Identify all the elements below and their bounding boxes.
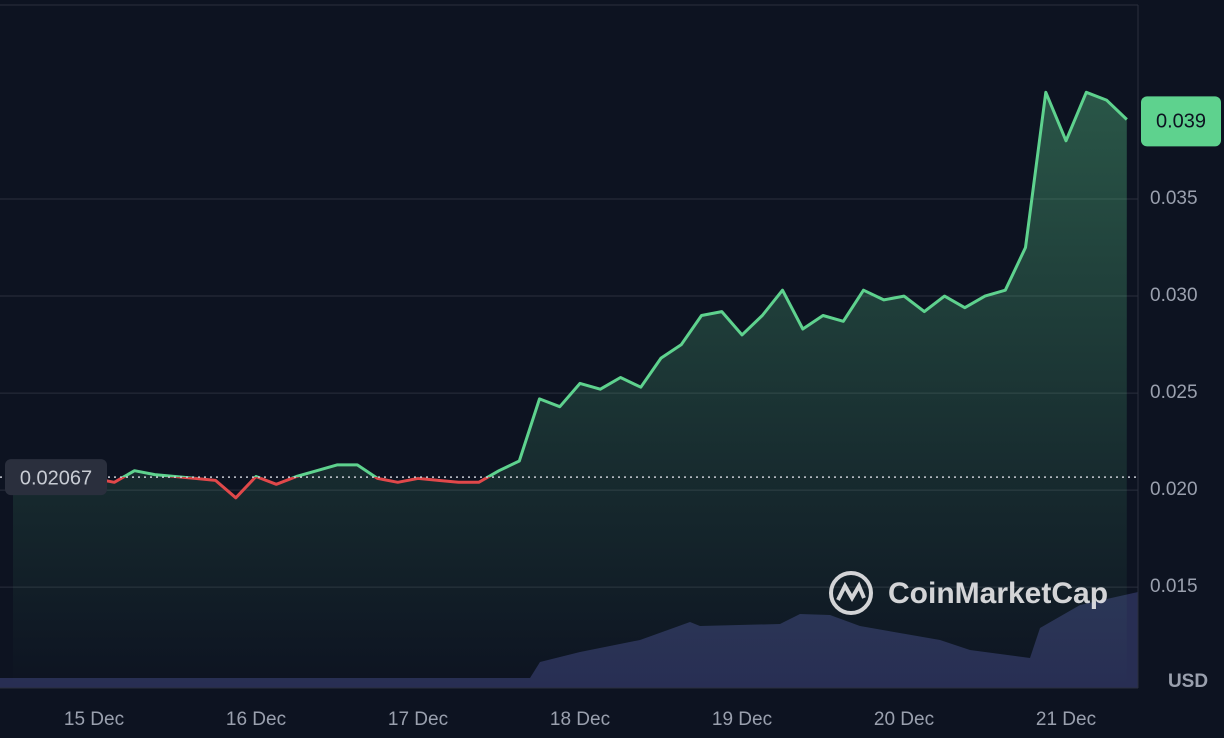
y-tick-label: 0.015 — [1150, 576, 1198, 597]
y-tick-label: 0.025 — [1150, 382, 1198, 403]
price-area — [13, 92, 1127, 689]
x-tick-label: 18 Dec — [550, 709, 610, 730]
price-line-below-baseline — [13, 477, 491, 500]
watermark: CoinMarketCap — [829, 571, 1108, 615]
current-price-pill — [1141, 96, 1221, 147]
watermark-text: CoinMarketCap — [888, 577, 1108, 610]
y-tick-label: 0.020 — [1150, 479, 1198, 500]
current-price-label: 0.039 — [1156, 111, 1206, 133]
x-tick-label: 20 Dec — [874, 709, 934, 730]
baseline-label: 0.02067 — [20, 467, 92, 489]
baseline-pill — [5, 459, 107, 496]
currency-label: USD — [1168, 671, 1208, 692]
price-line — [12, 90, 1128, 478]
watermark-logo-mark — [836, 581, 866, 602]
y-tick-label: 0.030 — [1150, 285, 1198, 306]
x-tick-label: 17 Dec — [388, 709, 448, 730]
x-tick-label: 16 Dec — [226, 709, 286, 730]
x-tick-label: 19 Dec — [712, 709, 772, 730]
watermark-logo — [829, 571, 873, 615]
y-tick-label: 0.035 — [1150, 188, 1198, 209]
plot: 0.02067 — [0, 90, 1138, 689]
x-tick-label: 15 Dec — [64, 709, 124, 730]
x-tick-label: 21 Dec — [1036, 709, 1096, 730]
